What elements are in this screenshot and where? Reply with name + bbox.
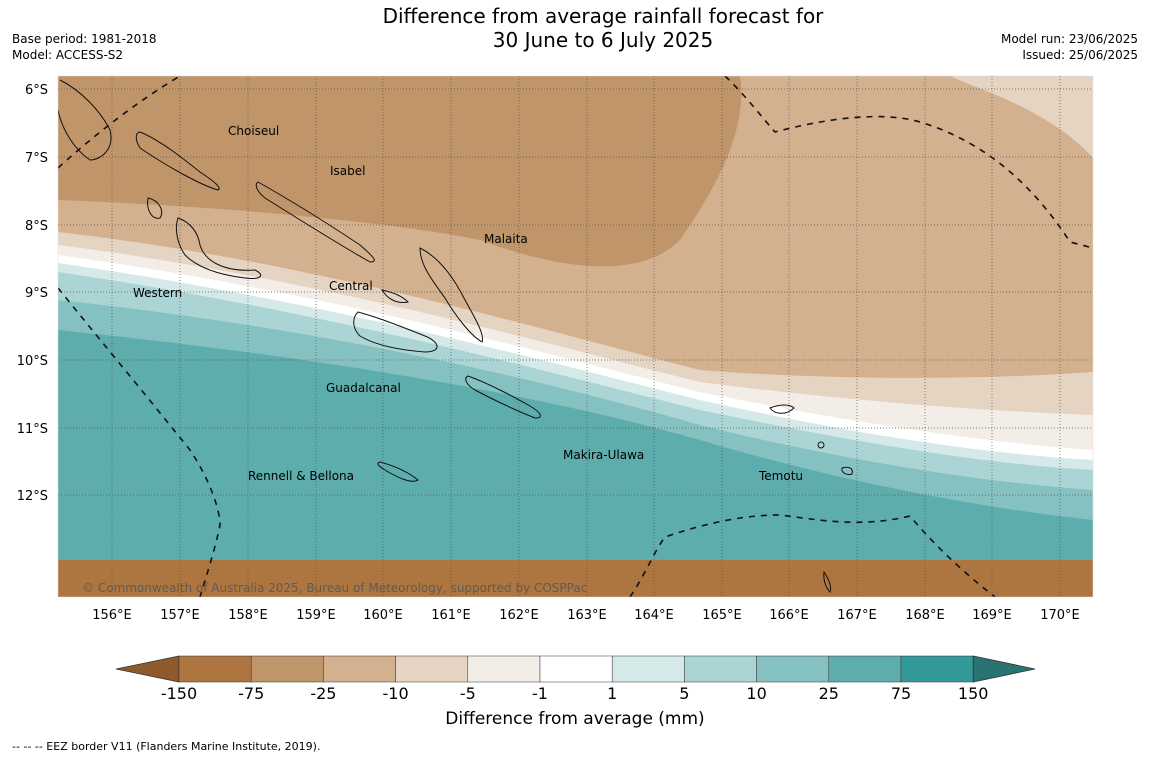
province-label: Western	[133, 286, 182, 300]
title-line-2: 30 June to 6 July 2025	[492, 28, 714, 52]
island-guadalcanal	[353, 311, 438, 353]
colorbar-tick: -5	[460, 684, 476, 703]
colorbar-segment	[323, 655, 396, 683]
rainfall-map: © Commonwealth of Australia 2025, Bureau…	[17, 75, 1094, 623]
band-minus-25	[58, 76, 742, 267]
colorbar-tick: -10	[383, 684, 409, 703]
colorbar-tick: 150	[958, 684, 989, 703]
eez-border-sw	[58, 287, 221, 597]
province-label: Makira-Ulawa	[563, 448, 644, 462]
colorbar-segments	[115, 655, 1036, 683]
colorbar-segment	[539, 655, 613, 683]
island-small-tikopia	[817, 441, 825, 449]
colorbar-segment	[611, 655, 685, 683]
lon-label: 170°E	[1040, 608, 1080, 623]
issued-date: Issued: 25/06/2025	[1022, 48, 1138, 62]
eez-border-nw	[58, 76, 181, 169]
lon-label: 166°E	[769, 608, 809, 623]
model-run: Model run: 23/06/2025	[1000, 32, 1138, 46]
eez-border-se	[629, 514, 996, 597]
lon-label: 159°E	[296, 608, 336, 623]
province-label: Malaita	[484, 232, 528, 246]
province-labels: Choiseul Isabel Malaita Central Western Guada…	[133, 124, 803, 483]
lon-label: 162°E	[499, 608, 539, 623]
lon-label: 158°E	[228, 608, 268, 623]
colorbar-segment	[900, 655, 974, 683]
colorbar-tick: -1	[532, 684, 548, 703]
band-minus-5-ne	[950, 76, 1093, 158]
island-new-georgia	[175, 217, 262, 279]
eez-borders	[58, 76, 1093, 597]
colorbar-segment	[178, 655, 252, 683]
lat-label: 8°S	[25, 219, 48, 234]
colorbar-tick: 25	[819, 684, 839, 703]
colorbar-tick: -75	[238, 684, 264, 703]
colorbar-segment	[684, 655, 757, 683]
longitude-labels: 156°E 157°E 158°E 159°E 160°E 161°E 162°E 163°E…	[92, 608, 1080, 623]
island-bougainville	[58, 79, 112, 161]
lon-label: 163°E	[567, 608, 607, 623]
lat-label: 7°S	[25, 151, 48, 166]
island-vella	[147, 197, 163, 219]
province-label: Central	[329, 279, 373, 293]
colorbar-segment	[250, 655, 324, 683]
colorbar-tick: 1	[607, 684, 617, 703]
model-name: Model: ACCESS-S2	[12, 48, 124, 62]
colorbar-tick-labels: -150 -75 -25 -10 -5 -1 1 5 10 25 75 150	[161, 684, 989, 703]
map-bands: © Commonwealth of Australia 2025, Bureau…	[58, 76, 1093, 597]
lat-label: 11°S	[17, 422, 48, 437]
lon-label: 161°E	[431, 608, 471, 623]
copyright-text: © Commonwealth of Australia 2025, Bureau…	[82, 581, 587, 595]
colorbar-tick: 10	[746, 684, 766, 703]
meta-left: Base period: 1981-2018 Model: ACCESS-S2	[12, 31, 157, 63]
colorbar-tick: -25	[310, 684, 336, 703]
island-choiseul	[135, 131, 220, 191]
island-florida	[380, 289, 410, 303]
lon-label: 156°E	[92, 608, 132, 623]
province-label: Temotu	[758, 469, 803, 483]
lon-label: 167°E	[837, 608, 877, 623]
colorbar-segment	[828, 655, 902, 683]
province-label: Isabel	[330, 164, 365, 178]
lat-label: 6°S	[25, 83, 48, 98]
lon-label: 164°E	[634, 608, 674, 623]
lon-label: 157°E	[160, 608, 200, 623]
title-line-1: Difference from average rainfall forecas…	[382, 4, 824, 28]
island-temotu-east	[841, 466, 853, 475]
base-period: Base period: 1981-2018	[12, 32, 157, 46]
colorbar-tick: 75	[891, 684, 911, 703]
lon-label: 169°E	[972, 608, 1012, 623]
map-frame	[57, 75, 1094, 598]
colorbar-tick: 5	[679, 684, 689, 703]
colorbar-title: Difference from average (mm)	[445, 709, 705, 729]
colorbar: -150 -75 -25 -10 -5 -1 1 5 10 25 75 150	[115, 655, 1036, 703]
lat-label: 10°S	[17, 354, 48, 369]
province-label: Rennell & Bellona	[248, 469, 354, 483]
island-makira	[465, 375, 541, 419]
eez-legend-note: -- -- -- EEZ border V11 (Flanders Marine…	[12, 740, 321, 753]
lat-label: 12°S	[17, 489, 48, 504]
island-isabel	[255, 181, 375, 263]
province-label: Choiseul	[228, 124, 279, 138]
lon-label: 165°E	[702, 608, 742, 623]
colorbar-segment	[467, 655, 541, 683]
colorbar-max-extend	[972, 655, 1036, 683]
latitude-labels: 6°S 7°S 8°S 9°S 10°S 11°S 12°S	[17, 83, 48, 504]
colorbar-segment	[395, 655, 469, 683]
island-temotu-south	[823, 570, 831, 593]
island-rennell	[377, 461, 419, 482]
lon-label: 168°E	[905, 608, 945, 623]
island-santa-cruz	[769, 404, 795, 414]
islands	[58, 79, 853, 593]
colorbar-segment	[756, 655, 830, 683]
island-malaita	[419, 247, 484, 343]
map-title: Difference from average rainfall forecas…	[300, 4, 906, 52]
meta-right: Model run: 23/06/2025 Issued: 25/06/2025	[1001, 31, 1138, 63]
province-label: Guadalcanal	[326, 381, 401, 395]
colorbar-min-extend	[115, 655, 180, 683]
lon-label: 160°E	[363, 608, 403, 623]
lat-label: 9°S	[25, 286, 48, 301]
colorbar-tick: -150	[161, 684, 197, 703]
